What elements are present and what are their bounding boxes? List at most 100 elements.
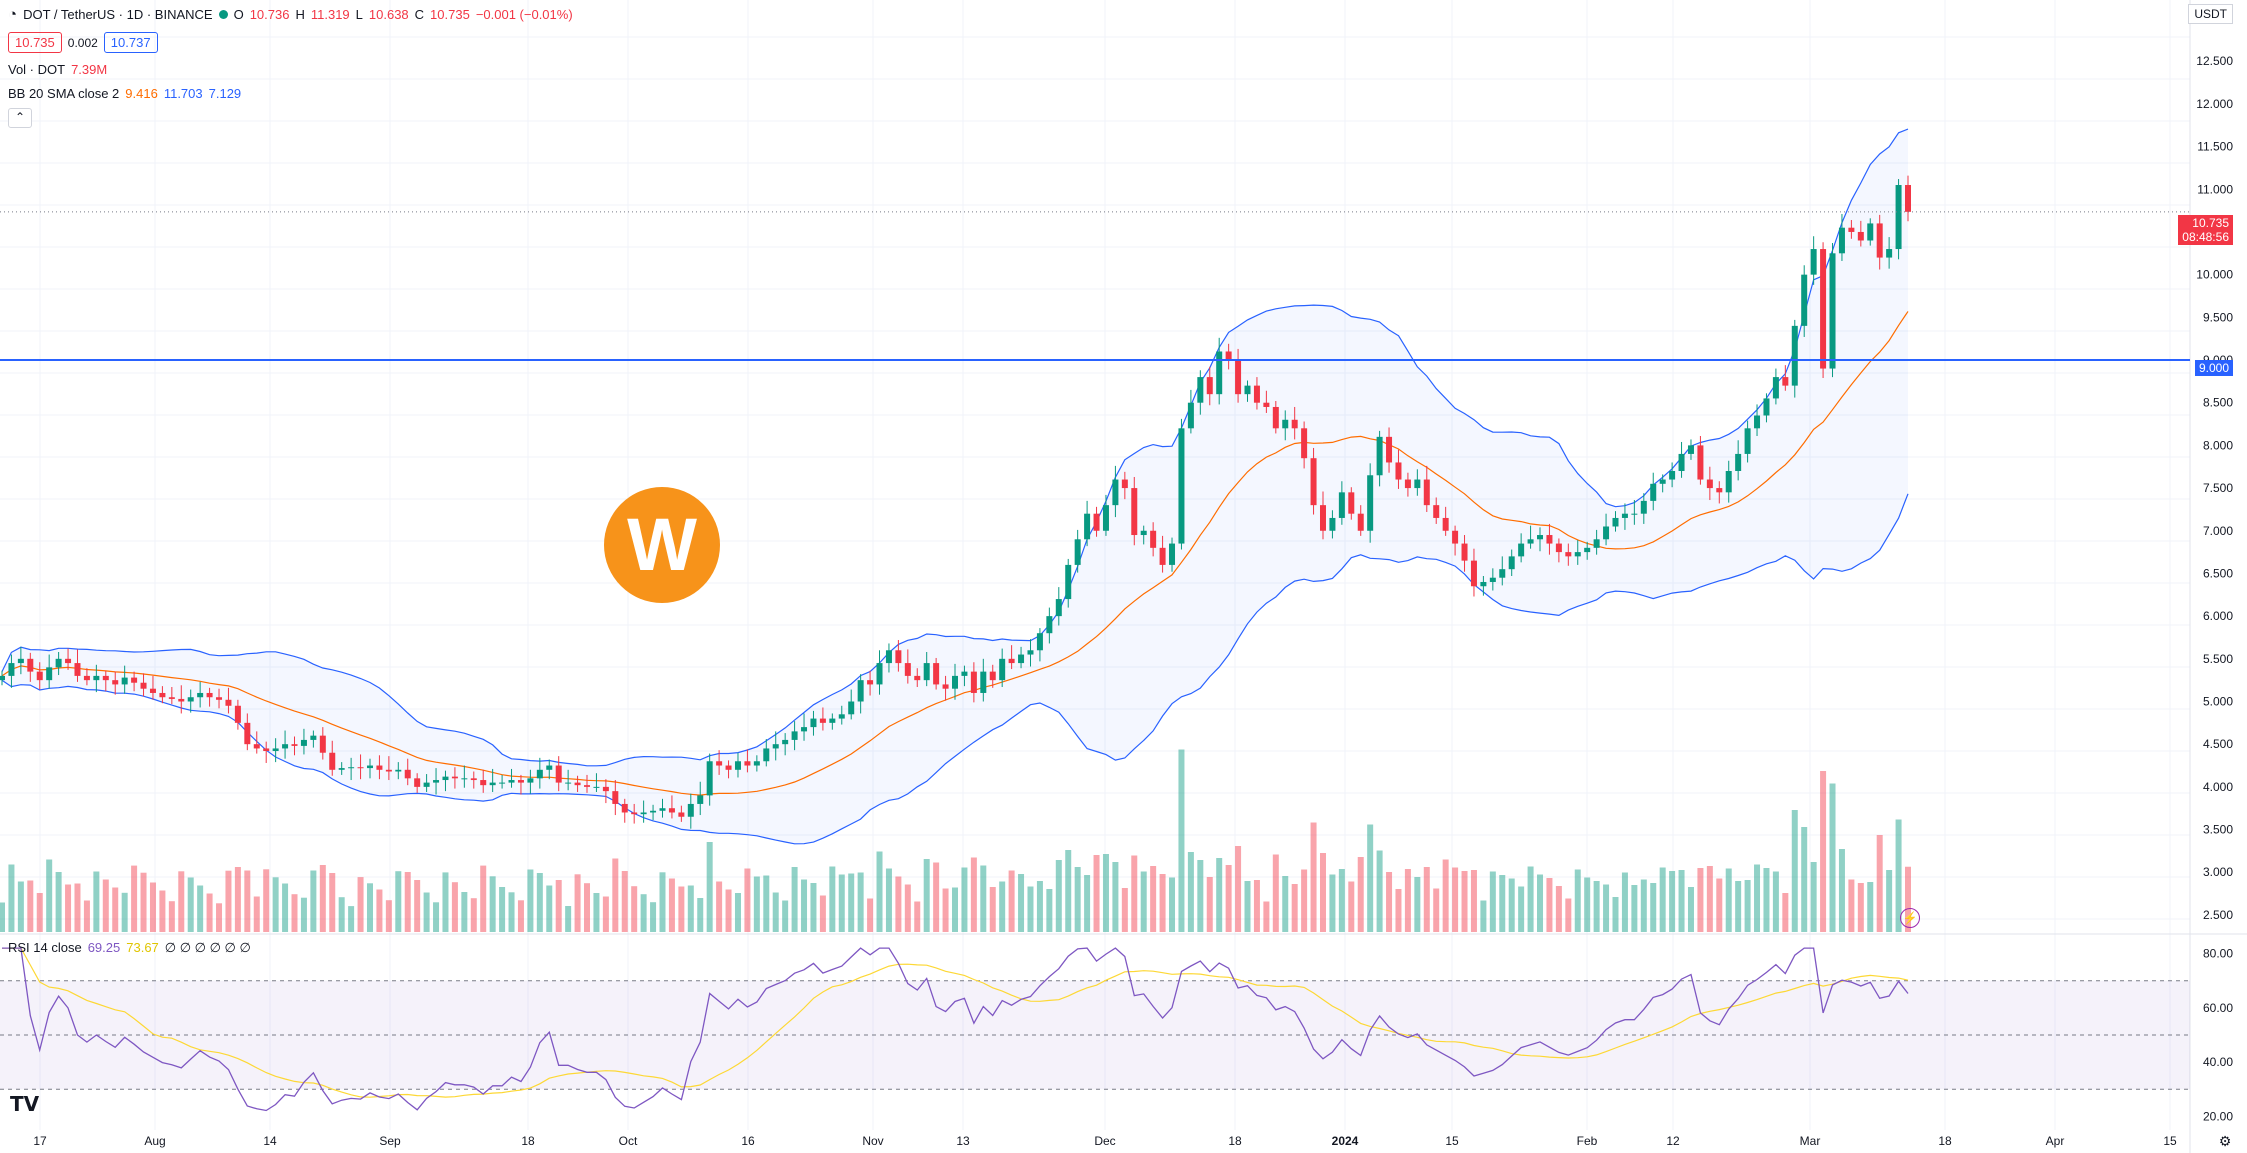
rsi-axis-label: 20.00 xyxy=(2203,1109,2233,1123)
volume-bar xyxy=(1225,865,1232,932)
candle-body xyxy=(753,761,760,766)
volume-bar xyxy=(1518,886,1525,932)
time-axis-label: Dec xyxy=(1094,1134,1115,1148)
candle-body xyxy=(763,748,770,762)
volume-bar xyxy=(1716,878,1723,932)
candle-body xyxy=(357,767,364,769)
rsi-legend[interactable]: RSI 14 close 69.25 73.67 ∅ ∅ ∅ ∅ ∅ ∅ xyxy=(8,940,251,956)
time-axis-label: Feb xyxy=(1577,1134,1598,1148)
symbol-title[interactable]: DOT / TetherUS · 1D · BINANCE xyxy=(23,7,213,22)
price-axis-label: 11.500 xyxy=(2197,140,2233,154)
volume-bar xyxy=(952,887,958,932)
candle-body xyxy=(140,682,147,689)
candle-body xyxy=(725,765,732,770)
time-axis-label: 15 xyxy=(2163,1134,2177,1148)
candle-body xyxy=(791,731,798,740)
buy-button[interactable]: 10.737 xyxy=(103,32,158,53)
volume-bar xyxy=(414,880,421,932)
candle-body xyxy=(1838,227,1845,254)
volume-bar xyxy=(272,877,279,932)
volume-bar xyxy=(867,898,874,932)
volume-bar xyxy=(8,864,15,932)
price-axis-label: 3.000 xyxy=(2203,865,2233,879)
candle-body xyxy=(338,768,345,770)
volume-bar xyxy=(801,879,808,932)
volume-bar xyxy=(508,892,515,932)
volume-bar xyxy=(93,871,100,932)
candle-body xyxy=(300,739,307,746)
volume-bar xyxy=(1329,874,1336,932)
candle-body xyxy=(895,650,902,664)
candle-body xyxy=(1348,492,1355,514)
candle-body xyxy=(234,705,241,723)
volume-bar xyxy=(1697,868,1704,932)
candle-body xyxy=(423,782,430,787)
volume-bar xyxy=(329,873,336,932)
candle-body xyxy=(102,675,109,681)
candle-body xyxy=(112,680,119,685)
price-axis-label: 12.500 xyxy=(2196,54,2233,68)
volume-bar xyxy=(36,893,43,932)
candle-body xyxy=(1527,539,1534,544)
settings-gear-icon[interactable]: ⚙ xyxy=(2219,1134,2232,1150)
candle-body xyxy=(499,782,506,784)
candle-body xyxy=(1140,530,1147,536)
candle-body xyxy=(1046,616,1053,634)
candle-body xyxy=(1008,658,1015,664)
sell-button[interactable]: 10.735 xyxy=(8,32,62,53)
candle-body xyxy=(716,761,723,766)
time-axis-label: 14 xyxy=(263,1134,277,1148)
volume-bar xyxy=(933,862,940,932)
volume-bar xyxy=(1084,875,1091,932)
volume-bar xyxy=(706,842,713,932)
candle-body xyxy=(1357,513,1364,531)
rsi-axis-label: 40.00 xyxy=(2203,1055,2233,1069)
candle-body xyxy=(1810,249,1817,275)
bb-legend[interactable]: BB 20 SMA close 2 9.416 11.703 7.129 xyxy=(8,86,241,101)
volume-bar xyxy=(1574,869,1581,932)
lightning-icon[interactable]: ⚡ xyxy=(1900,908,1920,928)
price-axis-label: 2.500 xyxy=(2203,908,2233,922)
candle-body xyxy=(706,761,713,796)
volume-bar xyxy=(348,906,355,932)
candle-body xyxy=(782,739,789,745)
bb-basis-value: 9.416 xyxy=(125,86,158,101)
candle-body xyxy=(1206,377,1213,395)
candle-body xyxy=(1801,274,1808,326)
volume-bar xyxy=(1206,877,1213,932)
candle-body xyxy=(546,765,553,770)
volume-bar xyxy=(253,896,260,932)
volume-bar xyxy=(1461,871,1468,932)
candle-body xyxy=(536,769,543,779)
volume-bar xyxy=(631,886,638,932)
volume-bar xyxy=(404,872,411,932)
candle-body xyxy=(1829,253,1836,369)
volume-bar xyxy=(1140,871,1147,932)
volume-bar xyxy=(319,865,326,932)
volume-bar xyxy=(744,868,751,932)
candle-body xyxy=(989,671,996,681)
currency-selector[interactable]: USDT xyxy=(2188,4,2233,24)
volume-bar xyxy=(1659,867,1666,932)
candle-body xyxy=(1187,402,1194,429)
candle-body xyxy=(366,765,373,769)
candle-body xyxy=(404,769,411,779)
volume-legend[interactable]: Vol · DOT 7.39M xyxy=(8,62,107,77)
time-axis-label: 2024 xyxy=(1332,1134,1359,1148)
candle-body xyxy=(36,671,43,681)
candle-body xyxy=(829,718,836,723)
candle-body xyxy=(263,748,270,752)
tradingview-logo-icon[interactable]: TV xyxy=(10,1092,40,1116)
volume-bar xyxy=(1319,853,1326,932)
hline-price-tag[interactable]: 9.000 xyxy=(2194,360,2233,376)
candle-body xyxy=(451,776,458,779)
candle-body xyxy=(131,677,138,683)
candle-body xyxy=(291,744,298,746)
volume-bar xyxy=(895,876,902,932)
candle-body xyxy=(933,663,940,685)
volume-bar xyxy=(102,879,109,932)
collapse-legend-button[interactable]: ⌃ xyxy=(8,108,32,128)
candle-body xyxy=(631,812,638,815)
volume-bar xyxy=(338,897,345,932)
